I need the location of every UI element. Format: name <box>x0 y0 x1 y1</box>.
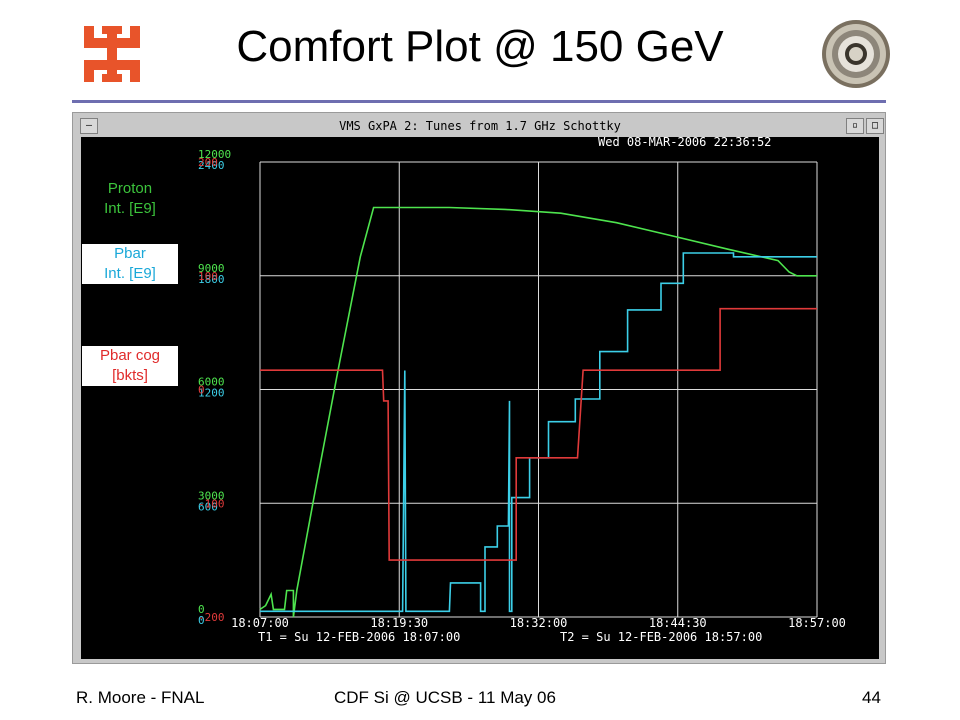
plot-area-background <box>81 137 879 659</box>
cdf-silicon-detector-image <box>822 20 890 88</box>
x-tick-label: 18:44:30 <box>649 616 707 630</box>
t1-label: T1 = Su 12-FEB-2006 18:07:00 <box>258 630 460 644</box>
y-tick-label-pbar: 600 <box>198 500 218 513</box>
series-line-proton <box>259 206 817 618</box>
window-title: VMS GxPA 2: Tunes from 1.7 GHz Schottky <box>339 119 621 133</box>
y-tick-label-cog: 0 <box>198 384 205 397</box>
window-timestamp: Wed 08-MAR-2006 22:36:52 <box>598 135 771 149</box>
footer-author: R. Moore - FNAL <box>76 688 205 707</box>
y-tick-label-cog: -100 <box>198 497 225 510</box>
x-tick-label: 18:07:00 <box>231 616 289 630</box>
x-tick-label: 18:19:30 <box>370 616 428 630</box>
footer-event: CDF Si @ UCSB - 11 May 06 <box>334 688 556 707</box>
y-tick-label-proton: 6000 <box>198 376 225 389</box>
proton-axis-label: Proton Int. [E9] <box>104 180 156 217</box>
series-line-pbar <box>260 252 817 613</box>
x-tick-label: 18:57:00 <box>788 616 846 630</box>
plot-window <box>72 112 886 664</box>
series-line-cog <box>260 307 817 561</box>
page-number: 44 <box>862 688 881 707</box>
y-tick-label-proton: 0 <box>198 603 205 616</box>
fermilab-logo <box>84 26 140 82</box>
window-menu-button[interactable]: – <box>80 118 98 134</box>
y-tick-label-proton: 9000 <box>198 262 225 275</box>
y-tick-label-cog: 200 <box>198 156 218 169</box>
y-tick-label-pbar: 1800 <box>198 273 225 286</box>
y-tick-label-proton: 12000 <box>198 148 231 161</box>
y-tick-label-pbar: 1200 <box>198 387 225 400</box>
y-tick-label-pbar: 2400 <box>198 159 225 172</box>
title-divider <box>72 100 886 103</box>
y-tick-label-cog: -200 <box>198 611 225 624</box>
y-tick-label-proton: 3000 <box>198 489 225 502</box>
t2-label: T2 = Su 12-FEB-2006 18:57:00 <box>560 630 762 644</box>
x-tick-label: 18:32:00 <box>510 616 568 630</box>
y-tick-label-pbar: 0 <box>198 614 205 627</box>
window-maximize-button[interactable]: □ <box>866 118 884 134</box>
y-tick-label-cog: 100 <box>198 270 218 283</box>
cog-axis-label: Pbar cog [bkts] <box>82 346 178 386</box>
window-minimize-button[interactable]: ▫ <box>846 118 864 134</box>
slide-title: Comfort Plot @ 150 GeV <box>236 22 724 71</box>
pbar-axis-label: Pbar Int. [E9] <box>82 244 178 284</box>
